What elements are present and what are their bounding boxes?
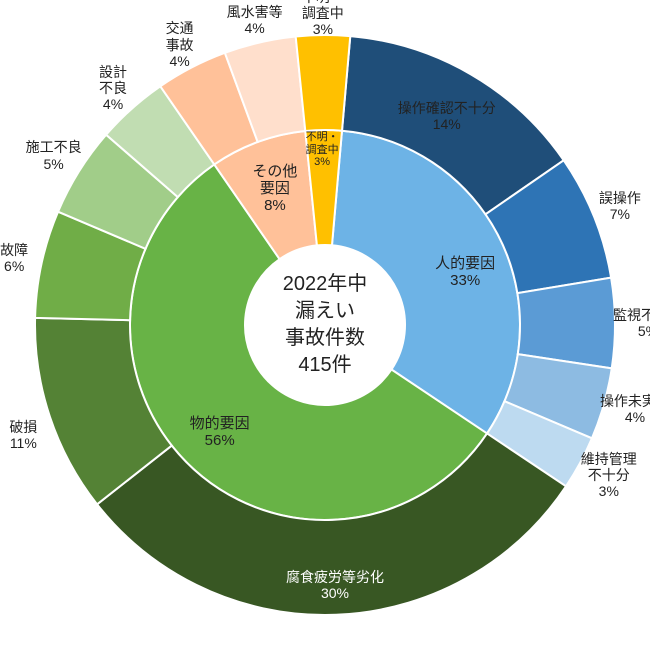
- slice-label: 故障6%: [0, 242, 28, 274]
- slice-label: 設計不良4%: [99, 64, 127, 112]
- slice: [296, 35, 351, 131]
- slice-label: 操作確認不十分14%: [398, 100, 496, 132]
- slice-label: 人的要因33%: [435, 254, 495, 289]
- slice-label: 誤操作7%: [599, 190, 641, 222]
- slice-label: 腐食疲労等劣化30%: [286, 569, 384, 601]
- slice-label: 風水害等4%: [227, 4, 283, 36]
- slice-label: 不明・調査中3%: [306, 131, 339, 169]
- slice-label: 不明・調査中3%: [302, 0, 344, 37]
- center-line-4: 415件: [298, 354, 351, 376]
- center-line-2: 漏えい: [295, 300, 355, 322]
- center-label: 2022年中 漏えい 事故件数 415件: [283, 271, 368, 379]
- center-line-3: 事故件数: [285, 327, 365, 349]
- slice-label: 監視不十分5%: [613, 307, 650, 339]
- center-line-1: 2022年中: [283, 273, 368, 295]
- slice-label: 物的要因56%: [190, 415, 250, 450]
- slice: [517, 278, 615, 369]
- slice-label: 交通事故4%: [166, 20, 194, 68]
- slice-label: 操作未実施4%: [600, 392, 650, 424]
- slice-label: 維持管理不十分3%: [581, 451, 637, 499]
- slice-label: 施工不良5%: [26, 139, 82, 171]
- sunburst-chart: 2022年中 漏えい 事故件数 415件 人的要因33% 物的要因56% その他要因…: [0, 0, 650, 650]
- slice-label: 破損11%: [9, 419, 37, 451]
- slice-label: その他要因8%: [252, 163, 297, 215]
